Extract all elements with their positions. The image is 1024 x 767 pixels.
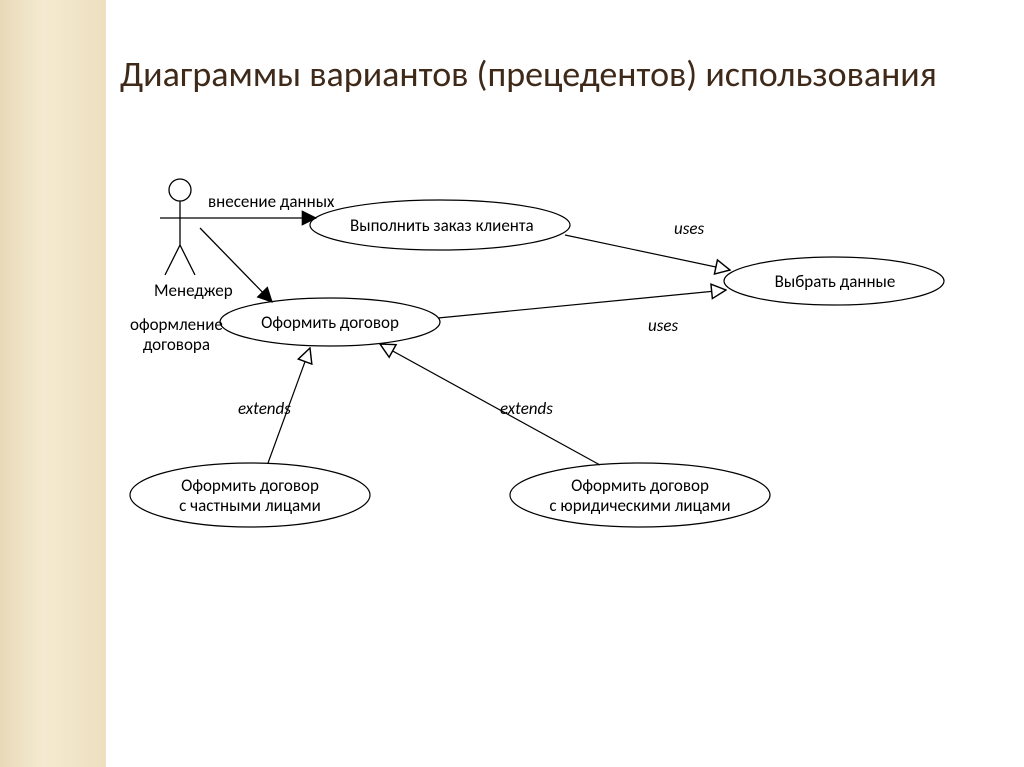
edge-label-5: extends: [500, 399, 553, 419]
edge-label-2: uses: [674, 219, 704, 239]
edge-label-4: extends: [238, 399, 291, 419]
usecase-uc4-label: Оформить договор с частными лицами: [160, 476, 340, 517]
edge-label-0: внесение данных: [208, 192, 334, 212]
use-case-diagram: [0, 0, 1024, 767]
usecase-uc1-label: Выполнить заказ клиента: [350, 216, 530, 236]
actor-figure: [160, 179, 200, 275]
usecase-uc3-label: Выбрать данные: [770, 272, 900, 292]
edge-uc1-uc3: [565, 235, 730, 270]
edge-uc2-uc3: [438, 290, 726, 318]
usecase-uc5-label: Оформить договор с юридическими лицами: [540, 476, 740, 517]
edge-label-3: uses: [648, 316, 678, 336]
usecase-uc2-label: Оформить договор: [255, 313, 405, 333]
edge-uc5-uc2: [380, 344, 600, 465]
edge-label-1: оформление договора: [130, 315, 223, 356]
actor-label: Менеджер: [154, 281, 210, 301]
